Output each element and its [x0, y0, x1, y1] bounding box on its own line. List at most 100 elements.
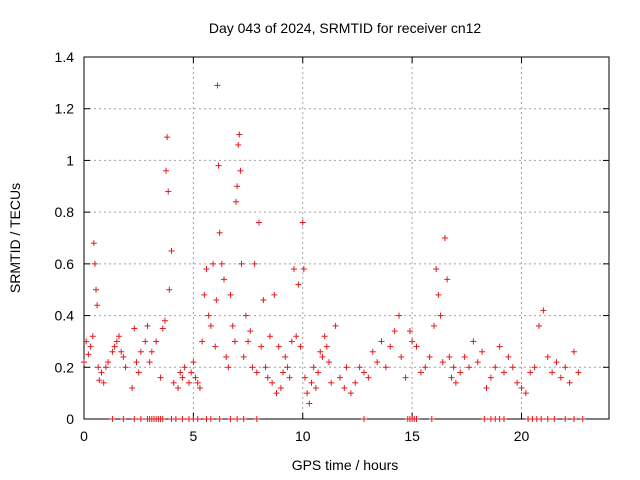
y-tick-label: 0 [66, 411, 74, 427]
data-point [439, 359, 446, 366]
data-point [336, 374, 343, 381]
data-point [509, 364, 516, 371]
data-point [406, 328, 413, 335]
data-point [361, 416, 367, 422]
data-point [175, 384, 182, 391]
data-point [341, 384, 348, 391]
y-tick-label: 1 [66, 152, 74, 168]
data-point [89, 333, 96, 340]
data-point [91, 260, 98, 267]
data-point [240, 353, 247, 360]
data-point [310, 364, 317, 371]
data-point [282, 353, 289, 360]
data-point [474, 359, 481, 366]
data-point [164, 134, 171, 141]
data-point [213, 297, 220, 304]
data-point [315, 369, 322, 376]
data-point [221, 276, 227, 283]
data-points [81, 82, 586, 422]
data-point [201, 291, 208, 298]
data-point [245, 338, 252, 345]
data-point [544, 416, 551, 422]
data-point [161, 317, 168, 324]
data-point [483, 384, 490, 391]
data-point [229, 322, 236, 329]
y-tick-label: 0.8 [55, 204, 75, 220]
data-point [116, 333, 122, 340]
data-point [120, 416, 127, 422]
data-point [146, 359, 153, 366]
data-point [109, 348, 116, 355]
chart-title: Day 043 of 2024, SRMTID for receiver cn1… [209, 20, 482, 36]
data-point [522, 390, 529, 397]
data-point [481, 416, 488, 422]
data-point [181, 364, 188, 371]
data-point [461, 353, 468, 360]
data-point [165, 188, 172, 195]
data-point [129, 384, 136, 391]
data-point [251, 260, 258, 267]
data-point [514, 379, 521, 386]
data-point [321, 333, 328, 340]
data-point [441, 235, 448, 241]
data-point [179, 374, 186, 381]
data-point [437, 312, 444, 319]
data-point [233, 198, 240, 205]
data-point [319, 353, 326, 360]
data-point [94, 302, 101, 309]
data-point [286, 374, 293, 381]
data-point [159, 325, 166, 332]
data-point [256, 219, 262, 226]
data-point [571, 348, 577, 355]
data-point [566, 379, 573, 386]
data-point [470, 338, 477, 345]
data-point [196, 384, 203, 391]
data-point [328, 379, 335, 386]
data-point [323, 343, 330, 350]
data-point [479, 348, 486, 355]
data-point [275, 343, 282, 350]
data-point [153, 338, 160, 345]
x-tick-label: 5 [189, 428, 197, 444]
data-point [280, 369, 287, 376]
data-point [544, 353, 551, 360]
data-point [575, 369, 582, 376]
x-tick-label: 10 [295, 428, 311, 444]
data-point [288, 338, 295, 345]
data-point [422, 364, 429, 371]
y-tick-label: 1.2 [55, 101, 75, 117]
data-point [227, 291, 234, 298]
data-point [369, 348, 376, 355]
data-point [207, 322, 214, 329]
data-point [199, 338, 206, 345]
data-point [557, 374, 564, 381]
data-point [571, 416, 577, 422]
data-point [527, 369, 534, 376]
data-point [262, 364, 269, 371]
data-point [144, 322, 151, 329]
data-point [93, 286, 100, 293]
data-point [457, 369, 464, 376]
data-point [426, 353, 433, 360]
data-point [299, 219, 306, 226]
data-point [312, 384, 319, 391]
data-point [332, 322, 339, 329]
data-point [188, 369, 195, 376]
data-point [227, 416, 234, 422]
data-point [137, 348, 144, 355]
data-point [253, 416, 260, 422]
data-point [247, 328, 254, 335]
data-point [172, 416, 179, 422]
data-point [378, 338, 385, 345]
data-point [492, 364, 499, 371]
data-point [225, 364, 232, 371]
data-point [446, 353, 453, 360]
data-point [223, 353, 230, 360]
data-point [496, 343, 503, 350]
data-point [186, 379, 192, 386]
data-point [343, 364, 350, 371]
x-tick-label: 0 [80, 428, 88, 444]
data-point [356, 364, 363, 371]
grid-lines [84, 57, 609, 419]
data-point [177, 369, 184, 376]
